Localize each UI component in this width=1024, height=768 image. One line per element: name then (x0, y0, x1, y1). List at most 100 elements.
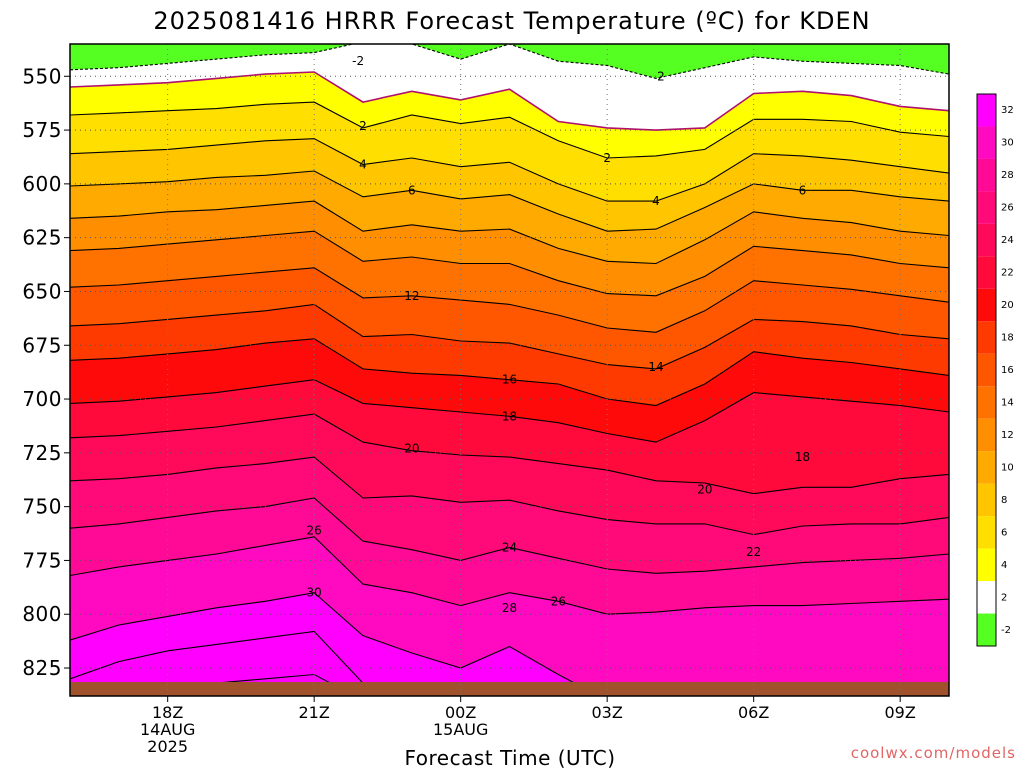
contour-label: 26 (551, 594, 566, 608)
isotherm-lines (70, 44, 949, 696)
colorbar-label: 30 (1001, 138, 1014, 149)
contour-label: 24 (502, 541, 517, 555)
isotherm-22 (70, 456, 949, 536)
colorbar-label: 24 (1001, 235, 1014, 246)
isotherm-14 (70, 303, 949, 370)
colorbar-label: 26 (1001, 203, 1014, 214)
plot-frame (69, 43, 950, 697)
contour-label: 28 (502, 601, 517, 615)
isotherm-18 (70, 379, 949, 443)
colorbar-swatch (977, 158, 996, 192)
isotherm-12 (70, 267, 949, 333)
isotherm-24 (70, 497, 949, 574)
isotherm-28 (70, 592, 601, 696)
y-tick-label: 700 (22, 387, 62, 411)
colorbar-swatch (977, 94, 996, 127)
contour-label: 20 (404, 442, 419, 456)
colorbar-swatch (977, 126, 996, 159)
contour-label: 2 (657, 69, 665, 83)
y-tick-label: 825 (22, 656, 62, 680)
isotherm-0 (70, 71, 949, 131)
contour-label: 16 (502, 373, 517, 387)
colorbar-swatch (977, 353, 996, 387)
y-tick-label: 650 (22, 279, 62, 303)
contour-label: 18 (502, 409, 517, 423)
y-tick-label: 600 (22, 172, 62, 196)
temperature-bands (70, 44, 949, 696)
isotherm-4 (70, 138, 949, 202)
colorbar-label: 20 (1001, 300, 1014, 311)
x-tick-label: 09Z (885, 703, 916, 722)
contour-label: 18 (795, 450, 810, 464)
contour-label: 20 (697, 482, 712, 496)
colorbar-label: -2 (1001, 625, 1011, 636)
contour-label: 2 (359, 119, 367, 133)
y-tick-label: 625 (22, 226, 62, 250)
grid-lines (70, 44, 949, 696)
pressure-axis: 550 575 600 625 650 675 700 725 750 775 800 825 (22, 64, 70, 680)
colorbar-label: 12 (1001, 430, 1014, 441)
colorbar-label: 10 (1001, 462, 1014, 473)
colorbar-swatch (977, 386, 996, 419)
contour-label: 12 (404, 289, 419, 303)
isotherm-16 (70, 338, 949, 407)
isotherm-10 (70, 230, 949, 297)
contour-label: 4 (359, 158, 367, 172)
credit-text: coolwx.com/models (851, 744, 1016, 762)
isotherm-20 (70, 413, 949, 495)
x-tick-label: 00Z (445, 703, 476, 722)
contour-label: 4 (652, 194, 660, 208)
x-tick-label: 21Z (299, 703, 330, 722)
isotherm-2 (70, 101, 949, 159)
x-tick-label: 18Z (152, 703, 183, 722)
isotherm-30 (70, 630, 402, 696)
x-tick-label: 03Z (592, 703, 623, 722)
x-tick-label: 2025 (147, 737, 188, 756)
colorbar-swatch (977, 548, 996, 582)
colorbar-label: 32 (1001, 105, 1014, 116)
contour-label: 2 (603, 151, 611, 165)
colorbar-label: 14 (1001, 397, 1014, 408)
y-tick-label: 675 (22, 333, 62, 357)
x-tick-label: 15AUG (433, 720, 488, 739)
ground-surface (70, 682, 949, 696)
x-axis-label: Forecast Time (UTC) (404, 746, 615, 768)
colorbar-swatch (977, 516, 996, 549)
chart-title: 2025081416 HRRR Forecast Temperature (ºC… (153, 7, 870, 35)
colorbar-label: 6 (1001, 527, 1007, 538)
colorbar-label: 2 (1001, 592, 1007, 603)
y-tick-label: 575 (22, 118, 62, 142)
contour-label: 22 (746, 545, 761, 559)
x-tick-label: 06Z (738, 703, 769, 722)
colorbar-label: 16 (1001, 365, 1014, 376)
colorbar-label: 28 (1001, 170, 1014, 181)
contour-label: 6 (408, 183, 416, 197)
colorbar-swatch (977, 483, 996, 517)
y-tick-label: 775 (22, 548, 62, 572)
isotherm-8 (70, 200, 949, 265)
contour-label: 6 (799, 183, 807, 197)
isotherm--2 (70, 44, 949, 79)
colorbar-swatch (977, 581, 996, 614)
contour-label: -2 (352, 54, 364, 68)
colorbar-frame (976, 93, 997, 647)
isotherm-26 (70, 536, 949, 615)
y-tick-label: 725 (22, 441, 62, 465)
colorbar-label: 4 (1001, 560, 1007, 571)
colorbar-label: 22 (1001, 268, 1014, 279)
colorbar-swatch (977, 418, 996, 452)
colorbar-label: 8 (1001, 495, 1007, 506)
y-tick-label: 550 (22, 64, 62, 88)
colorbar-swatch (977, 288, 996, 322)
x-tick-label: 14AUG (140, 720, 195, 739)
contour-label: 26 (307, 523, 322, 537)
colorbar-swatch (977, 223, 996, 257)
colorbar-swatch (977, 256, 996, 289)
colorbar-swatch (977, 191, 996, 224)
colorbar-swatch (977, 451, 996, 484)
